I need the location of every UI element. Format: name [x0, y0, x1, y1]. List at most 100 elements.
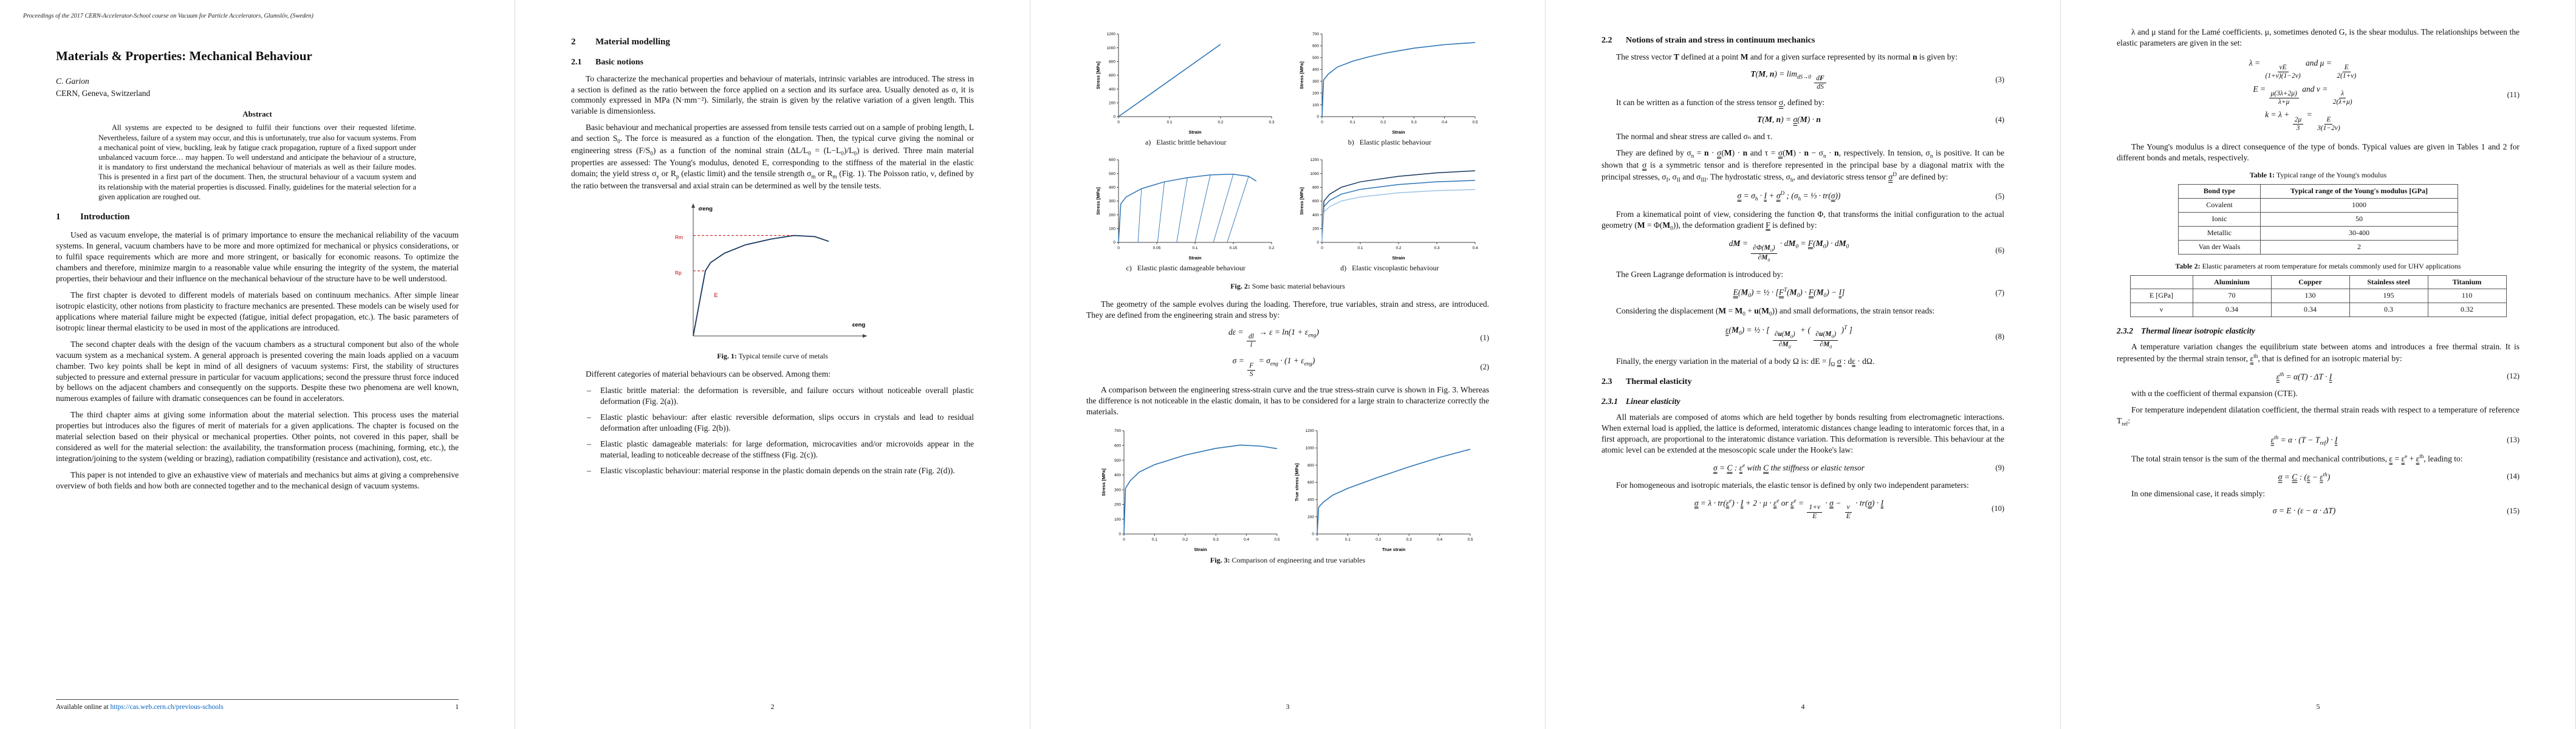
section-title: Linear elasticity [1626, 397, 1680, 406]
equation-number: (8) [1995, 332, 2004, 341]
proceedings-header: Proceedings of the 2017 CERN-Accelerator… [23, 13, 313, 19]
one-dimensional-paragraph: In one dimensional case, it reads simply… [2131, 489, 2266, 499]
list-item: Elastic plastic behaviour: after elastic… [571, 412, 974, 434]
svg-text:0: 0 [1123, 538, 1125, 542]
table-cell: 0.34 [2270, 303, 2350, 318]
svg-text:600: 600 [1114, 443, 1121, 448]
section-title: Notions of strain and stress in continuu… [1626, 36, 1815, 45]
energy-variation-paragraph: Finally, the energy variation in the mat… [1616, 356, 1875, 368]
fig2d-subcaption: d) Elastic viscoplastic behaviour [1340, 263, 1439, 272]
section-number: 1 [56, 212, 61, 222]
table-row: ν 0.34 0.34 0.3 0.32 [2129, 303, 2507, 318]
equation-4: T(M, n) = σ(M) · n (4) [1601, 114, 2004, 125]
equation-5: σ = σh · I + σD ; (σh = ⅓ · tr(σ)) (5) [1601, 190, 2004, 202]
table-row: Covalent 1000 [2178, 197, 2458, 213]
table-row: Ionic 50 [2178, 211, 2458, 227]
intro-paragraph-4: The third chapter aims at giving some in… [56, 410, 459, 464]
isotropic-parameters-paragraph: For homogeneous and isotropic materials,… [1616, 480, 1969, 490]
svg-text:Rp: Rp [674, 270, 681, 276]
svg-text:0: 0 [1113, 241, 1115, 245]
fig2c-cell: 0 0.05 0.1 0.15 0.2 0 100 200 300 400 500 600 Strain… [1094, 154, 1278, 279]
svg-text:100: 100 [1312, 103, 1319, 108]
fig1-caption-label: Fig. 1: [717, 351, 737, 360]
section-1-heading: 1 Introduction [56, 211, 459, 224]
svg-text:0.2: 0.2 [1396, 246, 1402, 250]
svg-text:0.3: 0.3 [1406, 538, 1411, 542]
normal-shear-paragraph: The normal and shear stress are called σ… [1616, 132, 1773, 142]
equation-1: dε = dl l → ε = ln(1 + εeng) (1) [1086, 327, 1489, 350]
section-2-2-heading: 2.2 Notions of strain and stress in conti… [1601, 35, 2004, 47]
page-3: 0 0.1 0.2 0.3 0 200 400 600 800 1000 1200 Strain Str… [1030, 0, 1546, 729]
svg-text:0.1: 0.1 [1350, 120, 1355, 125]
fig3-caption-text: Comparison of engineering and true varia… [1231, 555, 1366, 564]
fig2b-elastic-plastic-chart: 0 0.1 0.2 0.3 0.4 0.5 0 100 200 300 400 500 600 700 St… [1298, 28, 1481, 136]
table-cell: Van der Waals [2178, 239, 2261, 255]
page-number: 2 [770, 702, 775, 711]
svg-text:0: 0 [1312, 532, 1314, 536]
svg-text:0.2: 0.2 [1182, 538, 1188, 542]
section-2-3-heading: 2.3 Thermal elasticity [1601, 377, 2004, 388]
page-1: Proceedings of the 2017 CERN-Accelerator… [0, 0, 515, 729]
svg-text:1000: 1000 [1310, 172, 1320, 176]
table-cell: ν [2129, 303, 2193, 318]
svg-text:0.1: 0.1 [1345, 538, 1350, 542]
table-row: E [GPa] 70 130 195 110 [2129, 289, 2507, 304]
fig1-caption: Fig. 1: Typical tensile curve of metals [571, 352, 974, 361]
behaviour-list: Elastic brittle material: the deformatio… [571, 385, 974, 476]
table-header-cell: Titanium [2427, 275, 2507, 290]
equation-body: σ = C : (ε − εth) [2278, 471, 2331, 482]
principal-stresses-paragraph: They are defined by σn = n · σ(M) · n an… [1601, 148, 2004, 183]
list-item: Elastic plastic damageable materials: fo… [571, 439, 974, 460]
true-variables-paragraph: The geometry of the sample evolves durin… [1086, 299, 1489, 320]
equation-number: (7) [1995, 288, 2004, 297]
paper-title: Materials & Properties: Mechanical Behav… [56, 49, 312, 63]
page-number: 3 [1286, 702, 1290, 711]
displacement-paragraph: Considering the displacement (M = M0 + u… [1616, 306, 1935, 317]
svg-text:0: 0 [1317, 241, 1320, 245]
table1-caption: Table 1: Typical range of the Young's mo… [2129, 171, 2507, 180]
svg-text:Stress [MPa]: Stress [MPa] [1095, 187, 1101, 215]
section-2-3-2-heading: 2.3.2 Thermal linear isotropic elasticity [2117, 326, 2519, 337]
table2-caption: Table 2: Elastic parameters at room temp… [2129, 262, 2507, 272]
section-number: 2.1 [571, 57, 582, 67]
equation-line: λ = νE (1+ν)(1−2ν) and μ = E 2(1+ν) [2249, 58, 2357, 80]
svg-text:0.2: 0.2 [1375, 538, 1381, 542]
svg-text:100: 100 [1109, 227, 1115, 231]
equation-number: (9) [1995, 463, 2004, 472]
table-cell: 0.32 [2427, 303, 2507, 318]
equation-body: λ = νE (1+ν)(1−2ν) and μ = E 2(1+ν) E = μ(… [2117, 55, 2492, 135]
equation-7: E(M0) = ½ · [FT(M0) · F(M0) − I] (7) [1601, 286, 2004, 299]
behaviour-list-intro: Different categories of material behavio… [586, 369, 831, 378]
svg-text:Strain: Strain [1194, 547, 1207, 552]
svg-text:600: 600 [1312, 199, 1319, 204]
table-header-cell: Bond type [2178, 183, 2261, 199]
equation-13: εth = α · (T − Tref) · I (13) [2117, 434, 2519, 447]
section-number: 2.3 [1601, 377, 1612, 386]
equation-body: σ = λ · tr(εe) · I + 2 · μ · εe or εe = … [1694, 497, 1884, 520]
svg-text:500: 500 [1312, 56, 1319, 60]
equation-number: (1) [1480, 334, 1489, 343]
footer-link[interactable]: https://cas.web.cern.ch/previous-schools [110, 703, 224, 711]
svg-text:0.05: 0.05 [1153, 246, 1160, 250]
section-title: Introduction [80, 212, 130, 222]
svg-text:600: 600 [1109, 74, 1115, 78]
table2-caption-text: Elastic parameters at room temperature f… [2202, 261, 2461, 270]
svg-text:400: 400 [1109, 185, 1115, 190]
author-name: C. Garion [56, 77, 89, 86]
svg-text:200: 200 [1114, 503, 1121, 507]
fig2b-cell: 0 0.1 0.2 0.3 0.4 0.5 0 100 200 300 400 500 600 700 St… [1298, 28, 1481, 154]
fig2c-damageable-chart: 0 0.05 0.1 0.15 0.2 0 100 200 300 400 500 600 Strain… [1094, 154, 1278, 262]
list-item: Elastic viscoplastic behaviour: material… [571, 465, 974, 476]
equation-9: σ = C : εe with C the stiffness or elast… [1601, 462, 2004, 473]
table-cell: 2 [2260, 239, 2458, 255]
table-cell: E [GPa] [2129, 289, 2193, 304]
fig2a-elastic-brittle-chart: 0 0.1 0.2 0.3 0 200 400 600 800 1000 1200 Strain Str… [1094, 28, 1278, 136]
table-cell: Metallic [2178, 225, 2261, 241]
equation-number: (3) [1995, 75, 2004, 84]
equation-8: ε(M0) = ½ · [ ∂u(M0) ∂M0 + ( ∂u(M0) ∂M0 )T… [1601, 324, 2004, 350]
cte-paragraph: with α the coefficient of thermal expans… [2131, 389, 2298, 399]
equation-body: εth = α · (T − Tref) · I [2270, 434, 2338, 447]
svg-text:200: 200 [1109, 213, 1115, 217]
intro-paragraph-3: The second chapter deals with the design… [56, 339, 459, 403]
